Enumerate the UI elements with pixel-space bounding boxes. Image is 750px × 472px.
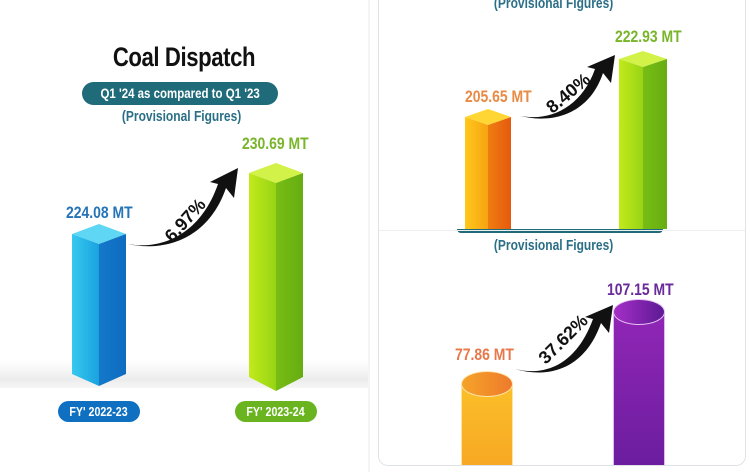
- growth-arrow-icon-bottom: [515, 305, 613, 373]
- bar-value-bottom-current: 107.15 MT: [607, 280, 674, 299]
- bar-top-current: [619, 51, 667, 229]
- right-card: (Provisional Figures) 205.65 MT 222.93 M…: [378, 0, 746, 466]
- floor-shadow: [0, 360, 368, 388]
- section-divider: [379, 230, 745, 231]
- cylinder-bottom-previous: [461, 371, 513, 465]
- subtitle-pill: Q1 '24 as compared to Q1 '23: [82, 82, 278, 105]
- axis-baseline: [457, 229, 663, 233]
- cylinder-bottom-current: [613, 299, 665, 465]
- growth-arrow-icon-top: [517, 55, 615, 119]
- chart-title: Coal Dispatch: [112, 42, 256, 72]
- growth-arrow-icon: [128, 168, 238, 247]
- label-pill-fy2022-23: FY' 2022-23: [58, 401, 140, 422]
- bar-value-fy2023-24: 230.69 MT: [242, 134, 309, 153]
- bar-fy2022-23: [72, 224, 126, 386]
- bar-value-top-current: 222.93 MT: [615, 27, 682, 46]
- bar-top-previous: [465, 109, 511, 229]
- provisional-note-top: (Provisional Figures): [494, 0, 614, 12]
- provisional-note-bottom: (Provisional Figures): [494, 237, 614, 254]
- bar-value-bottom-previous: 77.86 MT: [455, 345, 514, 364]
- panel-divider: [368, 0, 370, 472]
- bar-fy2023-24: [249, 163, 303, 391]
- bar-value-fy2022-23: 224.08 MT: [66, 203, 133, 222]
- coal-dispatch-panel: Coal Dispatch Q1 '24 as compared to Q1 '…: [0, 0, 368, 472]
- label-pill-fy2023-24: FY' 2023-24: [235, 401, 317, 422]
- provisional-note: (Provisional Figures): [84, 108, 280, 125]
- provisional-note-text: (Provisional Figures): [122, 108, 242, 125]
- subtitle-text: Q1 '24 as compared to Q1 '23: [100, 85, 260, 101]
- bar-value-top-previous: 205.65 MT: [465, 87, 532, 106]
